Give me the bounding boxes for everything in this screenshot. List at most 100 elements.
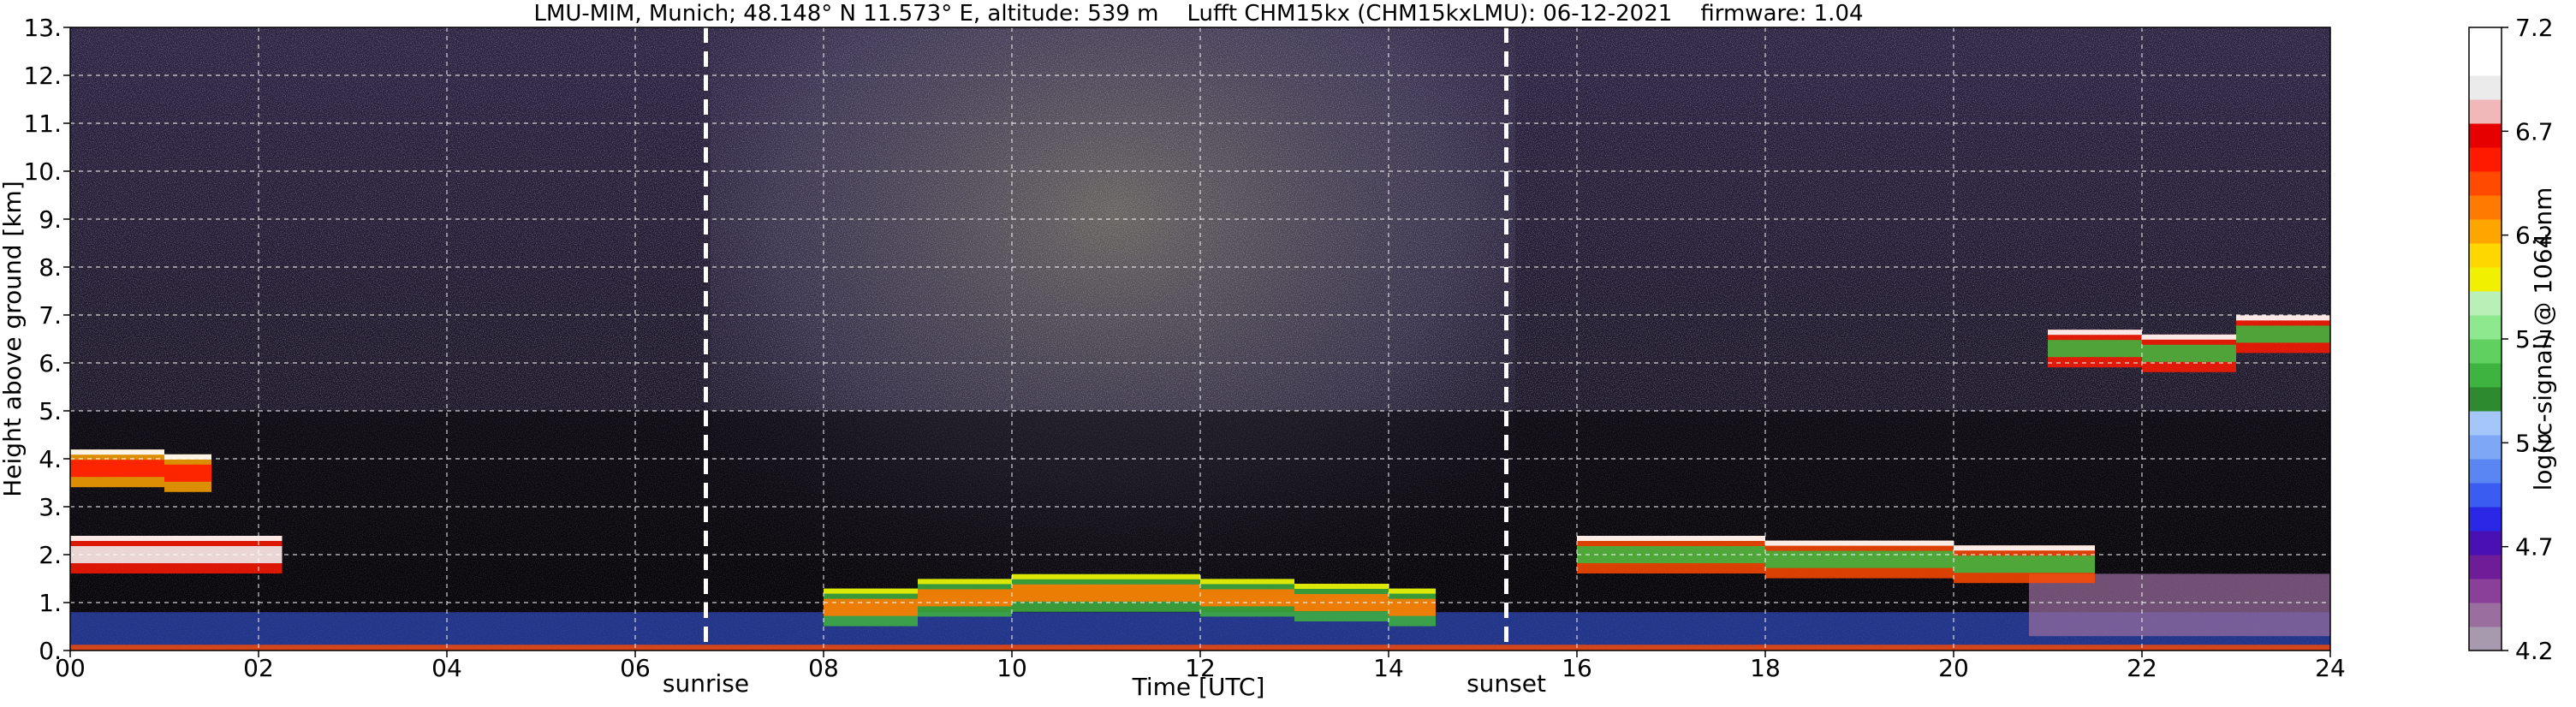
colorbar-segment — [2469, 507, 2502, 532]
colorbar-tick-label: 6.2 — [2515, 222, 2554, 250]
x-axis-label: Time [UTC] — [1132, 673, 1265, 701]
colorbar-segment — [2469, 243, 2502, 268]
layer-core — [2048, 556, 2095, 573]
colorbar-label: log(rc-signal) @ 1064 nm — [2529, 187, 2557, 491]
y-tick-label: 9. — [39, 205, 62, 234]
colorbar-tick-label: 4.2 — [2515, 637, 2554, 665]
x-tick-label: 20 — [1938, 654, 1969, 682]
colorbar-segment — [2469, 363, 2502, 388]
layer-core — [1294, 594, 1389, 611]
layer-core — [70, 546, 117, 563]
x-tick-label: 06 — [620, 654, 651, 682]
layer-top — [1389, 588, 1436, 594]
y-tick-label: 3. — [39, 493, 62, 521]
colorbar-segment — [2469, 267, 2502, 292]
x-tick-label: 12 — [1185, 654, 1216, 682]
layer-core — [1012, 584, 1106, 602]
layer-top — [164, 454, 211, 460]
layer-core — [824, 598, 918, 616]
colorbar-segment — [2469, 339, 2502, 364]
colorbar-segment — [2469, 27, 2502, 52]
layer-core — [2142, 344, 2236, 362]
colorbar-segment — [2469, 99, 2502, 124]
y-tick-label: 13. — [23, 14, 62, 42]
layer-core — [164, 464, 211, 482]
layer-top — [1106, 573, 1200, 579]
layer-top — [2330, 344, 2377, 349]
colorbar-segment — [2469, 315, 2502, 340]
layer-core — [1954, 556, 2048, 573]
colorbar-segment — [2469, 219, 2502, 244]
x-tick-label: 22 — [2127, 654, 2157, 682]
y-tick-label: 2. — [39, 541, 62, 569]
y-tick-label: 11. — [23, 110, 62, 138]
colorbar-segment — [2469, 435, 2502, 460]
layer-top — [2048, 545, 2095, 551]
marker-label-sunset: sunset — [1466, 669, 1546, 698]
colorbar: 4.2 4.7 5.2 5.7 6.2 6.7 7.2 — [2468, 14, 2554, 665]
layer-core — [1577, 546, 1671, 563]
y-tick-label: 12. — [23, 62, 62, 90]
layer-boundary-layer-aerosol — [824, 573, 1436, 627]
layer-top — [70, 536, 117, 541]
layer-top — [2236, 315, 2330, 321]
layer-top — [164, 536, 211, 541]
layer-top — [235, 536, 283, 541]
layer-core — [1859, 550, 1954, 568]
layer-top — [1200, 579, 1294, 585]
y-tick-label: 8. — [39, 253, 62, 282]
colorbar-segment — [2469, 555, 2502, 579]
colorbar-segment — [2469, 483, 2502, 508]
layer-core — [1106, 584, 1200, 602]
colorbar-segment — [2469, 387, 2502, 412]
colorbar-segment — [2469, 531, 2502, 556]
x-axis-ticks: 00 02 04 06 08 10 12 14 16 18 20 22 24 — [55, 651, 2346, 682]
chart-title: LMU-MIM, Munich; 48.148° N 11.573° E, al… — [533, 1, 1863, 27]
layer-core — [164, 546, 211, 563]
layer-top — [1765, 540, 1859, 546]
colorbar-tick-label: 4.7 — [2515, 533, 2554, 561]
layer-top — [824, 588, 918, 594]
layer-top — [1294, 584, 1389, 589]
y-axis-label: Height above ground [km] — [0, 181, 27, 497]
x-tick-label: 16 — [1562, 654, 1592, 682]
layer-top — [2048, 330, 2142, 336]
colorbar-segment — [2469, 123, 2502, 148]
layer-core — [2330, 354, 2377, 371]
layer-high-cloud-late — [2048, 315, 2377, 382]
colorbar-segment — [2469, 291, 2502, 316]
layer-top — [1671, 536, 1765, 541]
evening-purple-layer — [2029, 573, 2330, 637]
layer-top — [918, 579, 1012, 585]
colorbar-segment — [2469, 627, 2502, 651]
layer-top — [117, 449, 164, 455]
layer-core — [117, 460, 164, 478]
y-axis-ticks: 0. 1. 2. 3. 4. 5. 6. 7. 8. 9. 10. 11. 12. 13. — [23, 14, 70, 665]
colorbar-segment — [2469, 51, 2502, 76]
y-tick-label: 4. — [39, 445, 62, 473]
y-tick-label: 0. — [39, 637, 62, 665]
y-tick-label: 7. — [39, 301, 62, 330]
layer-core — [2048, 340, 2142, 358]
layer-core — [211, 546, 235, 563]
layer-top — [70, 449, 117, 455]
x-tick-label: 14 — [1373, 654, 1404, 682]
x-tick-label: 24 — [2315, 654, 2346, 682]
y-tick-label: 10. — [23, 157, 62, 186]
colorbar-segment — [2469, 147, 2502, 172]
layer-core — [1389, 598, 1436, 616]
colorbar-segment — [2469, 195, 2502, 220]
layer-top — [1577, 536, 1671, 541]
colorbar-tick-label: 5.2 — [2515, 429, 2554, 457]
colorbar-tick-label: 6.7 — [2515, 117, 2554, 146]
layer-top — [2142, 334, 2236, 340]
colorbar-tick-label: 5.7 — [2515, 325, 2554, 354]
colorbar-segment — [2469, 459, 2502, 484]
layer-top — [1954, 545, 2048, 551]
layer-core — [70, 460, 117, 478]
colorbar-segment — [2469, 171, 2502, 196]
layer-top — [1859, 540, 1954, 546]
layer-core — [1200, 589, 1294, 607]
layer-segment — [2330, 344, 2377, 382]
